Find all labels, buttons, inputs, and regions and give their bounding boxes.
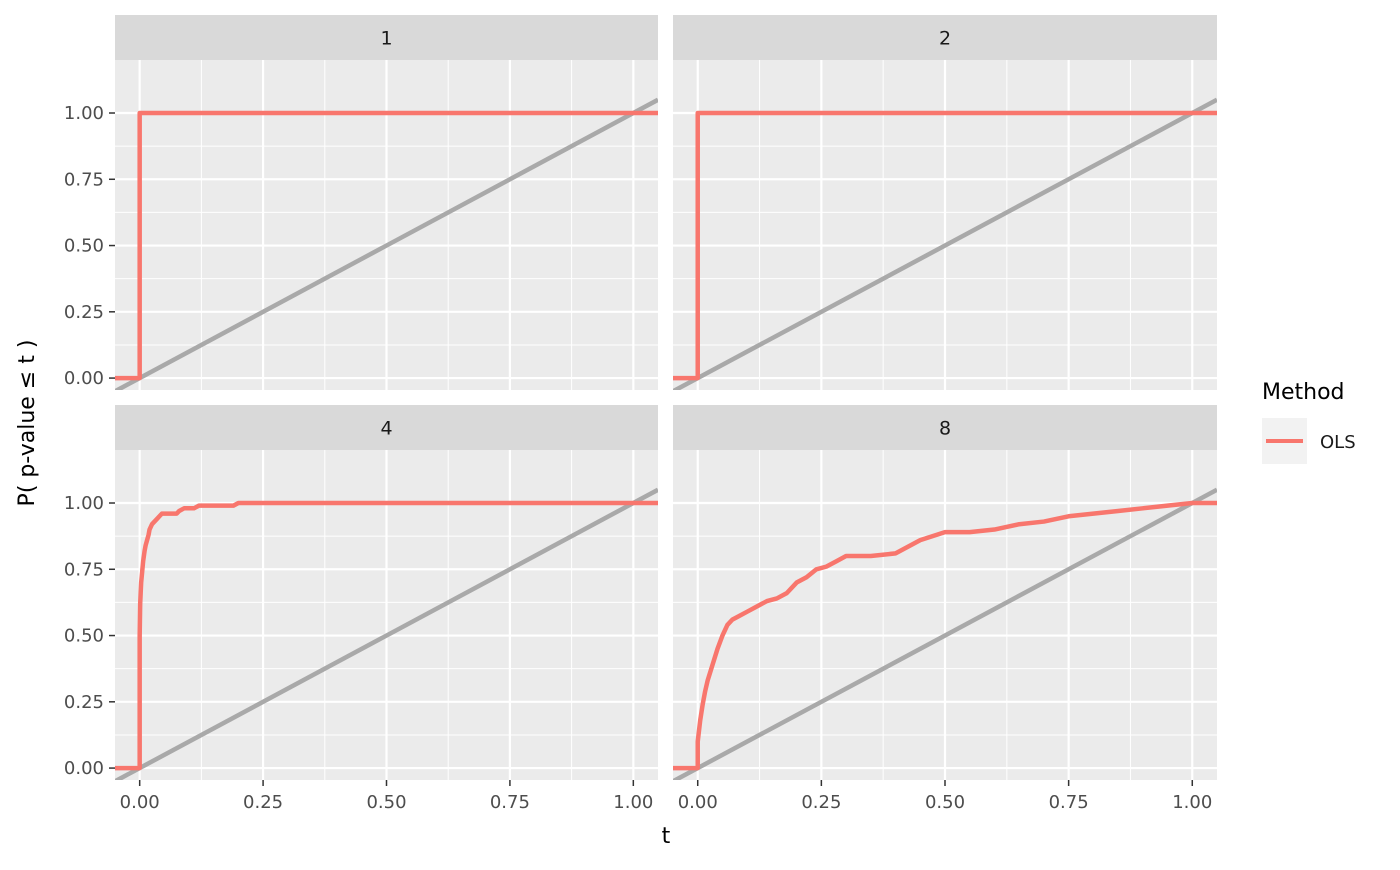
strip-background <box>673 405 1217 450</box>
series-line-ols <box>673 500 1217 771</box>
y-tick-label: 0.75 <box>64 169 104 190</box>
legend: Method OLS <box>1262 380 1356 464</box>
y-tick-label: 0.50 <box>64 236 104 257</box>
x-tick-label: 0.50 <box>366 792 406 813</box>
y-tick-label: 0.25 <box>64 692 104 713</box>
facet-panel-8: 8 0.00 0.25 0.50 0.75 1.00 <box>673 405 1217 813</box>
panel-data <box>115 97 658 390</box>
x-tick-label: 0.50 <box>925 792 965 813</box>
y-tick-label: 0.75 <box>64 559 104 580</box>
y-tick-label: 0.00 <box>64 368 104 389</box>
strip-background <box>115 405 658 450</box>
x-tick-label: 1.00 <box>613 792 653 813</box>
reference-line <box>115 97 658 390</box>
panel-data <box>673 487 1217 780</box>
x-tick-label: 0.00 <box>678 792 718 813</box>
legend-title: Method <box>1262 380 1345 405</box>
strip-label-4: 4 <box>380 418 392 440</box>
y-tick-label: 1.00 <box>64 103 104 124</box>
reference-line <box>673 487 1217 780</box>
strip-label-2: 2 <box>939 28 951 50</box>
x-axis-title: t <box>662 824 671 849</box>
panel-data <box>673 97 1217 390</box>
x-tick-label: 1.00 <box>1172 792 1212 813</box>
facet-panel-1: 1 0.00 0.25 0.50 0.75 1.00 <box>64 15 658 390</box>
y-tick-label: 1.00 <box>64 493 104 514</box>
strip-label-8: 8 <box>939 418 951 440</box>
y-tick-label: 0.00 <box>64 758 104 779</box>
x-tick-label: 0.25 <box>801 792 841 813</box>
strip-background <box>115 15 658 60</box>
x-tick-label: 0.75 <box>490 792 530 813</box>
reference-line <box>673 97 1217 390</box>
facet-panel-2: 2 <box>673 15 1217 390</box>
facet-panel-4: 4 0.00 0.25 0.50 0.75 1.00 0.00 0.25 0.50 0.75 1.0… <box>64 405 658 813</box>
reference-line <box>115 487 658 780</box>
series-line-ols <box>115 110 658 381</box>
series-line-ols <box>115 500 658 771</box>
strip-label-1: 1 <box>380 28 392 50</box>
series-line-ols <box>673 110 1217 381</box>
x-tick-label: 0.75 <box>1049 792 1089 813</box>
strip-background <box>673 15 1217 60</box>
panels-layer: 10.000.250.500.751.00240.000.250.500.751… <box>64 15 1217 813</box>
x-tick-label: 0.25 <box>243 792 283 813</box>
panel-data <box>115 487 658 780</box>
x-tick-label: 0.00 <box>120 792 160 813</box>
y-tick-label: 0.25 <box>64 302 104 323</box>
y-axis-title: P( p-value ≤ t ) <box>15 340 40 507</box>
y-tick-label: 0.50 <box>64 626 104 647</box>
legend-label-ols: OLS <box>1320 432 1356 453</box>
